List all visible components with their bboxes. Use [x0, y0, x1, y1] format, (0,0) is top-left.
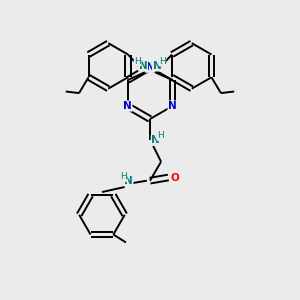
Text: O: O — [170, 172, 179, 182]
Text: N: N — [146, 62, 154, 72]
Text: N: N — [139, 61, 147, 71]
Text: H: H — [157, 131, 164, 140]
Text: N: N — [168, 101, 177, 111]
Text: H: H — [159, 57, 166, 66]
Text: H: H — [134, 57, 141, 66]
Text: N: N — [153, 61, 161, 71]
Text: N: N — [151, 135, 160, 145]
Text: N: N — [123, 101, 132, 111]
Text: N: N — [124, 176, 133, 186]
Text: H: H — [120, 172, 127, 182]
